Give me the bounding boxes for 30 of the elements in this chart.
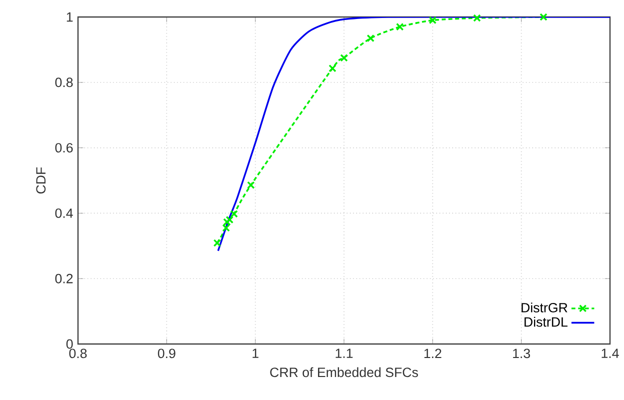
x-tick-label: 0.9 (158, 348, 176, 358)
x-tick-label: 1.3 (513, 348, 530, 358)
point (396, 22, 404, 31)
point (230, 210, 238, 218)
y-axis-title: CDF (36, 167, 46, 194)
point (226, 216, 234, 224)
y-tick-label: 0.4 (55, 208, 73, 218)
point (340, 54, 348, 62)
x-tick-label: 1 (252, 348, 258, 358)
y-tick-label: 1 (66, 12, 73, 22)
legend-label: DistrDL (524, 316, 568, 327)
x-tick-label: 1.1 (336, 348, 353, 358)
y-tick-label: 0 (66, 339, 73, 349)
point (213, 239, 222, 247)
point (366, 34, 374, 42)
point (223, 218, 231, 226)
x-tick-label: 1.2 (424, 348, 442, 358)
legend-label: DistrGR (522, 302, 568, 312)
y-tick-label: 0.2 (55, 274, 73, 284)
y-tick-label: 0.6 (55, 143, 73, 153)
point (328, 64, 336, 72)
point (540, 13, 548, 21)
y-tick-label: 0.8 (55, 78, 73, 88)
x-axis-title: CRR of Embedded SFCs (270, 367, 418, 378)
point (473, 14, 481, 22)
point (222, 224, 230, 232)
line-series (217, 16, 610, 252)
point (428, 16, 437, 24)
point (247, 181, 255, 189)
x-tick-label: 1.4 (602, 348, 619, 358)
